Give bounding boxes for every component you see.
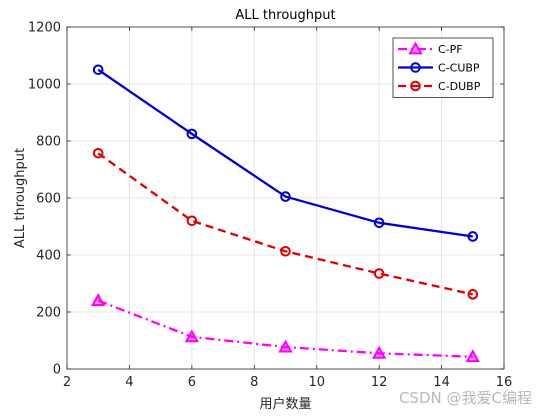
series-layer [91, 64, 480, 363]
data-point-c-pf [278, 339, 293, 353]
x-tick-label: 4 [125, 375, 133, 390]
legend-marker-c-pf [408, 41, 423, 55]
y-tick-label: 1000 [28, 78, 61, 93]
data-point-c-cubp [467, 231, 479, 242]
x-tick-label: 12 [371, 375, 388, 390]
legend-marker-c-dubp [410, 80, 421, 92]
x-tick-label: 8 [250, 375, 258, 390]
x-tick-label: 6 [188, 375, 196, 390]
legend-label-c-dubp: C-DUBP [438, 80, 481, 93]
data-point-c-cubp [92, 64, 104, 76]
legend-marker-c-cubp [410, 62, 421, 73]
data-point-c-cubp [186, 128, 198, 140]
series-line-c-dubp [97, 152, 474, 296]
data-point-c-pf [91, 293, 106, 306]
x-tick-label: 14 [433, 375, 450, 390]
x-tick-label: 2 [63, 375, 71, 390]
x-tick-label: 10 [308, 375, 325, 390]
data-point-c-pf [371, 345, 387, 359]
legend-label-c-pf: C-PF [438, 43, 463, 56]
y-tick-label: 200 [36, 306, 61, 321]
y-tick-label: 600 [36, 192, 61, 207]
series-c-cubp [92, 64, 479, 242]
data-point-c-pf [465, 349, 480, 363]
data-point-c-pf [184, 329, 200, 343]
ticks: 2 4 6 8 10 12 14 16 0 200 400 600 800 1000 1200 [28, 21, 512, 391]
x-tick-label: 16 [496, 375, 513, 390]
y-tick-label: 400 [36, 249, 61, 264]
legend: C-PF C-CUBP C-DUBP [392, 37, 494, 98]
series-line-c-cubp [97, 68, 473, 238]
series-c-dubp [92, 147, 479, 300]
data-point-c-cubp [373, 217, 385, 229]
data-point-c-dubp [280, 245, 291, 257]
data-point-c-dubp [467, 289, 479, 300]
watermark: CSDN @我爱C编程 [398, 389, 532, 407]
data-point-c-cubp [280, 191, 291, 202]
y-tick-label: 800 [36, 135, 61, 150]
y-tick-label: 1200 [28, 21, 61, 36]
chart-title: ALL throughput [235, 8, 335, 23]
series-c-pf [91, 293, 480, 363]
y-tick-label: 0 [53, 363, 61, 378]
data-point-c-dubp [92, 147, 104, 159]
y-axis-title: ALL throughput [13, 148, 28, 248]
series-line-c-pf [97, 299, 473, 358]
legend-label-c-cubp: C-CUBP [438, 62, 480, 75]
data-point-c-dubp [373, 268, 385, 279]
x-axis-title: 用户数量 [259, 396, 311, 412]
data-point-c-dubp [186, 215, 198, 227]
